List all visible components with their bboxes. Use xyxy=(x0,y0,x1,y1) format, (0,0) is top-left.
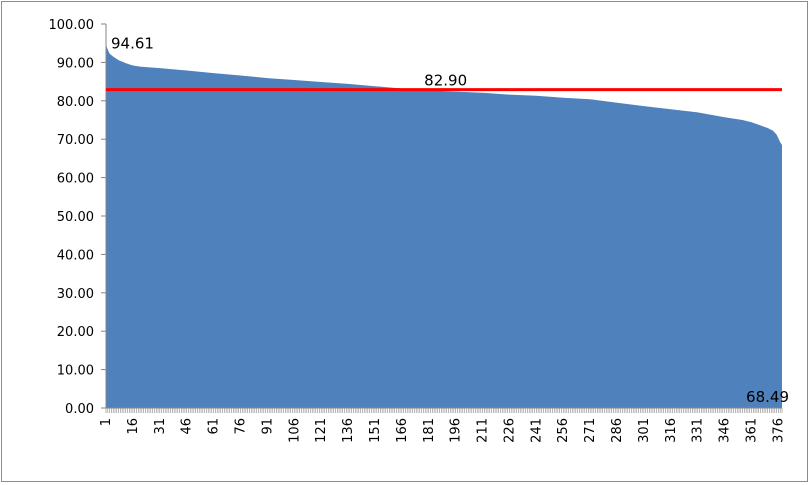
x-tick-label: 286 xyxy=(610,418,625,443)
x-tick-label: 271 xyxy=(583,418,598,443)
x-tick-label: 136 xyxy=(341,418,356,443)
data-label-max: 94.61 xyxy=(111,35,154,53)
y-tick-label: 60.00 xyxy=(57,172,94,187)
x-tick-label: 31 xyxy=(153,418,168,435)
x-tick-label: 376 xyxy=(771,418,786,443)
x-tick-label: 151 xyxy=(368,418,383,443)
x-tick-label: 301 xyxy=(637,418,652,443)
x-tick-label: 361 xyxy=(745,418,760,443)
x-tick-label: 331 xyxy=(691,418,706,443)
x-tick-label: 211 xyxy=(476,418,491,443)
y-tick-label: 30.00 xyxy=(57,287,94,302)
data-label-mean: 82.90 xyxy=(424,72,467,90)
y-tick-label: 40.00 xyxy=(57,248,94,263)
x-tick-label: 91 xyxy=(260,418,275,435)
x-tick-label: 256 xyxy=(556,418,571,443)
x-tick-label: 1 xyxy=(99,418,114,426)
y-tick-label: 10.00 xyxy=(57,364,94,379)
y-tick-label: 70.00 xyxy=(57,133,94,148)
x-tick-label: 166 xyxy=(395,418,410,443)
x-tick-label: 46 xyxy=(180,418,195,435)
x-tick-label: 61 xyxy=(207,418,222,435)
y-tick-label: 20.00 xyxy=(57,325,94,340)
x-tick-label: 241 xyxy=(529,418,544,443)
y-tick-label: 0.00 xyxy=(65,402,94,417)
x-tick-label: 316 xyxy=(664,418,679,443)
x-tick-label: 196 xyxy=(449,418,464,443)
x-tick-label: 121 xyxy=(314,418,329,443)
y-tick-label: 100.00 xyxy=(49,18,95,33)
x-tick-label: 76 xyxy=(233,418,248,435)
x-tick-label: 226 xyxy=(502,418,517,443)
x-tick-label: 181 xyxy=(422,418,437,443)
area-series-0 xyxy=(106,44,782,408)
y-tick-label: 80.00 xyxy=(57,95,94,110)
data-label-min: 68.49 xyxy=(746,388,789,406)
x-tick-label: 106 xyxy=(287,418,302,443)
x-tick-label: 346 xyxy=(718,418,733,443)
x-tick-label: 16 xyxy=(126,418,141,435)
y-tick-label: 90.00 xyxy=(57,56,94,71)
y-tick-label: 50.00 xyxy=(57,210,94,225)
